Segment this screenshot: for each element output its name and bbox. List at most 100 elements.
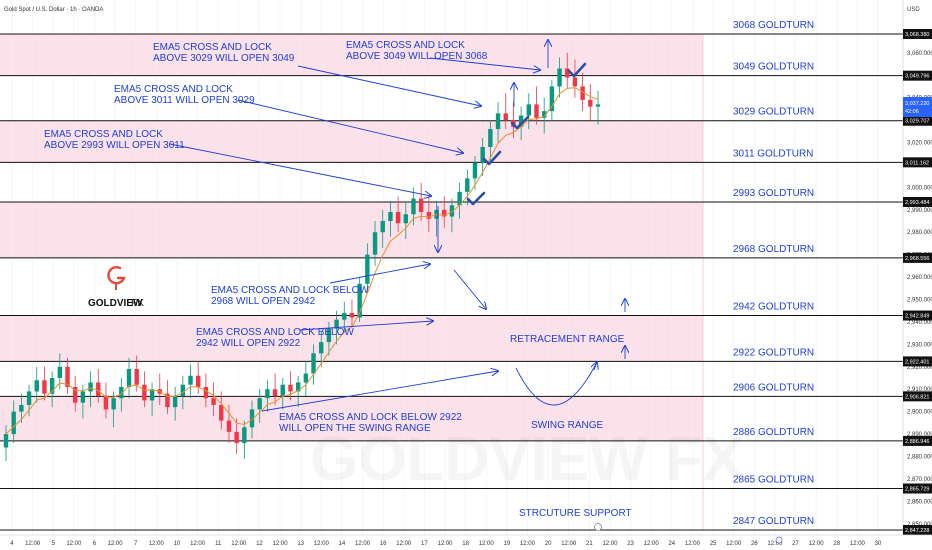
time-tick: 17: [421, 541, 428, 547]
candle: [503, 93, 508, 130]
price-tag-text: 2,865.729: [905, 487, 929, 493]
arrow-down-2: [453, 269, 486, 309]
arrow-below-2968: [329, 264, 430, 284]
level-label: 2906 GOLDTURN: [733, 382, 814, 393]
price-tag-text: 3,068.380: [905, 32, 929, 38]
annotation-text: EMA5 CROSS AND LOCK: [44, 129, 163, 140]
candle: [595, 90, 601, 125]
price-tag: [903, 157, 932, 168]
structure-support-label: STRCUTURE SUPPORT: [519, 508, 632, 519]
candle: [418, 182, 424, 222]
annotation-text: EMA5 CROSS AND LOCK BELOW: [211, 285, 369, 296]
time-tick: 12:00: [396, 541, 412, 547]
candle: [326, 321, 332, 356]
time-tick: 12:00: [644, 541, 660, 547]
candle: [357, 277, 362, 322]
level-label: 2922 GOLDTURN: [733, 347, 814, 358]
price-tick: 2,980.000: [907, 230, 932, 236]
price-tick: 2,850.000: [907, 522, 932, 528]
candle: [49, 371, 55, 408]
arrow-3029-3049: [297, 65, 481, 106]
candle: [380, 209, 385, 248]
candle: [342, 301, 347, 334]
zone-band: [0, 120, 703, 163]
candle: [96, 369, 101, 403]
swing-range-label: SWING RANGE: [531, 420, 604, 431]
candle: [126, 357, 132, 399]
candle: [472, 155, 478, 190]
candle: [211, 382, 216, 417]
annotation-text: ABOVE 3049 WILL OPEN 3068: [346, 51, 488, 62]
price-tag-text: 2,942.849: [905, 314, 929, 320]
price-tick: 2,890.000: [907, 432, 932, 438]
price-tag: [903, 115, 932, 126]
time-tick: 12:00: [190, 541, 206, 547]
candle: [349, 299, 355, 327]
zone-band: [0, 315, 703, 362]
candle: [72, 375, 78, 412]
price-tag-text: 2,993.484: [905, 200, 929, 206]
retracement-range-label: RETRACEMENT RANGE: [510, 334, 625, 345]
candle: [526, 93, 532, 130]
time-tick: 12:00: [602, 541, 618, 547]
time-tick: 18: [462, 541, 469, 547]
annotation-text: ABOVE 2993 WILL OPEN 3011: [44, 140, 185, 151]
candle: [196, 362, 201, 394]
candles: [3, 52, 601, 461]
price-tick: 2,910.000: [907, 387, 932, 393]
time-tick: 26: [751, 541, 758, 547]
event-marker-icon[interactable]: [594, 523, 602, 531]
level-label: 2968 GOLDTURN: [733, 244, 814, 255]
annotation-text: 2942 WILL OPEN 2922: [196, 338, 301, 349]
time-tick: 20: [545, 541, 552, 547]
candle: [19, 393, 24, 423]
price-tag: [903, 435, 932, 446]
arrow-3049-3068: [429, 57, 540, 70]
candle: [188, 364, 193, 399]
time-tick: 12:00: [355, 541, 371, 547]
price-tag: [903, 70, 932, 81]
swing-range-arc: [515, 361, 598, 406]
price-tick: 2,960.000: [907, 275, 932, 281]
price-tags: 3,068.380 3,049.796 3,029.707 3,011.162 2,99…: [903, 29, 932, 535]
candle: [11, 400, 16, 444]
price-tick: 2,990.000: [907, 208, 932, 214]
candle: [449, 198, 455, 233]
annotation-text: 2968 WILL OPEN 2942: [211, 296, 316, 307]
price-tick: 2,860.000: [907, 499, 932, 505]
time-tick: 28: [833, 541, 840, 547]
logo-suffix: FX: [131, 298, 144, 309]
annotation-text: EMA5 CROSS AND LOCK: [153, 42, 272, 53]
candle: [172, 386, 178, 421]
zones: [0, 34, 704, 530]
annotation-text: ABOVE 3011 WILL OPEN 3029: [114, 95, 255, 106]
time-tick: 21: [586, 541, 593, 547]
candle: [388, 200, 393, 237]
candle: [142, 371, 147, 408]
level-label: 3029 GOLDTURN: [733, 107, 814, 118]
time-tick: 24: [668, 541, 675, 547]
price-tag: [903, 391, 932, 402]
time-tick: 11: [215, 541, 222, 547]
candle: [480, 138, 485, 177]
time-tick: 12:00: [66, 541, 82, 547]
candle: [280, 378, 285, 410]
currency-label: USD: [907, 7, 920, 13]
time-tick: 27: [792, 541, 799, 547]
price-tick: 2,870.000: [907, 477, 932, 483]
time-tick: 12:00: [479, 541, 495, 547]
price-tag-text: 3,049.796: [905, 74, 929, 80]
calendar-marker-icon[interactable]: [775, 536, 783, 544]
zone-band: [0, 34, 703, 76]
candle: [534, 86, 539, 125]
candle: [572, 59, 578, 98]
level-label: 2865 GOLDTURN: [733, 475, 814, 486]
price-tick: 2,950.000: [907, 298, 932, 304]
check-marks: [466, 62, 587, 206]
candle: [65, 357, 70, 394]
watermark: GOLDVIEW FX: [310, 425, 744, 494]
time-tick: 12:00: [520, 541, 536, 547]
time-tick: 12:00: [809, 541, 825, 547]
candle: [288, 371, 293, 401]
level-label: 3068 GOLDTURN: [733, 20, 814, 31]
